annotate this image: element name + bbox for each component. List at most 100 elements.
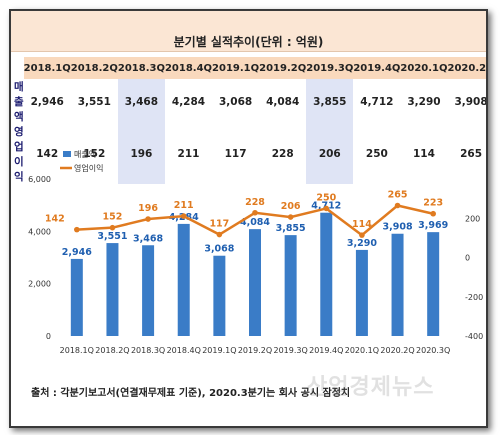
sales-data-label: 2,946 bbox=[62, 247, 92, 258]
profit-point bbox=[216, 231, 223, 238]
table-cell-sales: 3,855 bbox=[306, 79, 354, 124]
profit-data-label: 152 bbox=[103, 212, 123, 223]
y-left-tick-label: 2,000 bbox=[28, 280, 51, 289]
profit-data-label: 142 bbox=[45, 214, 65, 225]
source-note: 출처 : 각분기보고서(연결재무제표 기준), 2020.3분기는 회사 공시 … bbox=[31, 388, 351, 399]
sales-bar bbox=[355, 249, 368, 336]
profit-data-label: 114 bbox=[352, 219, 372, 230]
profit-point bbox=[287, 214, 294, 220]
x-tick-label: 2018.1Q bbox=[60, 346, 94, 355]
y-right-tick-label: -400 bbox=[465, 332, 483, 341]
table-cell-profit: 142 bbox=[36, 148, 59, 160]
sales-data-label: 3,908 bbox=[383, 222, 413, 233]
sales-data-label: 3,551 bbox=[97, 231, 127, 242]
profit-data-label: 206 bbox=[281, 201, 301, 212]
sales-bar bbox=[391, 233, 404, 336]
table-header-cell: 2018.3Q bbox=[117, 57, 165, 79]
title-row: 분기별 실적추이(단위 : 억원) bbox=[11, 11, 486, 52]
profit-point bbox=[323, 205, 330, 212]
profit-data-label: 117 bbox=[209, 219, 229, 230]
y-right-tick-label: -200 bbox=[465, 293, 483, 302]
sales-data-label: 3,969 bbox=[418, 220, 448, 231]
y-left-tick-label: 6,000 bbox=[28, 175, 51, 184]
chart-frame: 분기별 실적추이(단위 : 억원) 2018.1Q 2018.2Q 2018.3Q 2… bbox=[9, 9, 488, 428]
sales-bar bbox=[177, 223, 190, 336]
profit-point bbox=[359, 232, 365, 238]
x-tick-label: 2018.2Q bbox=[95, 346, 129, 355]
profit-point bbox=[109, 224, 116, 231]
table-header-cell: 2019.2Q bbox=[259, 57, 307, 79]
sales-data-label: 3,068 bbox=[204, 244, 234, 255]
table-corner bbox=[11, 57, 24, 79]
x-tick-label: 2019.2Q bbox=[238, 346, 272, 355]
sales-bar bbox=[142, 245, 155, 336]
sales-bar bbox=[320, 212, 333, 336]
x-tick-label: 2020.2Q bbox=[380, 346, 414, 355]
sales-bar bbox=[70, 258, 83, 336]
table-header-cell: 2020.1Q bbox=[400, 57, 448, 79]
x-tick-label: 2020.3Q bbox=[416, 346, 450, 355]
sales-bar bbox=[427, 232, 440, 336]
profit-point bbox=[180, 213, 187, 219]
table-cell-sales: 3,551 bbox=[77, 95, 111, 108]
table-cell-sales: 3,468 bbox=[117, 79, 165, 124]
table-cell-sales: 3,290 bbox=[407, 95, 441, 108]
profit-data-label: 250 bbox=[316, 192, 336, 203]
table-header-cell: 2019.1Q bbox=[212, 57, 260, 79]
table-cell-profit: 211 bbox=[177, 148, 200, 160]
table-cell-sales: 4,084 bbox=[266, 95, 300, 108]
row-label-sales: 매출액 bbox=[14, 81, 24, 123]
table-cell-profit: 250 bbox=[365, 148, 388, 160]
sales-bar bbox=[106, 243, 119, 336]
table-header-cell: 2019.3Q bbox=[306, 57, 354, 79]
x-tick-label: 2020.1Q bbox=[345, 346, 379, 355]
y-left-tick-label: 4,000 bbox=[28, 227, 51, 236]
sales-data-label: 3,290 bbox=[347, 238, 377, 249]
sales-data-label: 3,468 bbox=[133, 233, 163, 244]
watermark-logo: 산업경제뉴스 bbox=[307, 375, 435, 400]
profit-point bbox=[145, 216, 151, 222]
table-cell-sales: 4,284 bbox=[171, 95, 206, 108]
profit-data-label: 228 bbox=[245, 197, 265, 208]
table-cell-sales: 3,908 bbox=[454, 95, 488, 108]
table-header-cell: 2018.1Q bbox=[23, 57, 71, 79]
x-tick-label: 2018.4Q bbox=[167, 346, 201, 355]
chart-svg: 0 2,000 4,000 6,000 -400 -200 0 200 2,946 3,551 3,… bbox=[28, 149, 483, 355]
sales-bar bbox=[213, 255, 226, 336]
profit-point bbox=[430, 210, 436, 217]
x-tick-label: 2019.3Q bbox=[273, 346, 307, 355]
table-cell-sales: 4,712 bbox=[360, 95, 394, 108]
x-tick-label: 2019.1Q bbox=[202, 346, 236, 355]
legend-swatch-sales bbox=[63, 151, 71, 157]
profit-data-label: 265 bbox=[388, 189, 408, 200]
data-table: 2018.1Q 2018.2Q 2018.3Q 2018.4Q 2019.1Q 2019.… bbox=[11, 57, 488, 184]
table-cell-profit: 265 bbox=[460, 148, 483, 160]
y-right-tick-label: 200 bbox=[465, 214, 480, 223]
profit-data-label: 223 bbox=[423, 198, 443, 209]
legend-label-profit: 영업이익 bbox=[74, 163, 103, 173]
profit-data-label: 196 bbox=[138, 203, 158, 214]
chart-title: 분기별 실적추이(단위 : 억원) bbox=[173, 35, 324, 49]
table-cell-profit: 114 bbox=[413, 148, 435, 160]
row-label-profit: 영업이익 bbox=[14, 126, 24, 183]
y-left-tick-label: 0 bbox=[46, 332, 51, 341]
profit-point bbox=[394, 202, 401, 209]
table-header-row: 2018.1Q 2018.2Q 2018.3Q 2018.4Q 2019.1Q 2019.… bbox=[11, 57, 486, 79]
table-cell-profit: 228 bbox=[271, 148, 294, 160]
table-header-cell: 2019.4Q bbox=[353, 57, 401, 79]
legend-label-sales: 매출액 bbox=[74, 149, 96, 159]
table-cell-profit: 117 bbox=[224, 148, 247, 160]
sales-bar bbox=[284, 235, 297, 336]
profit-point bbox=[252, 209, 258, 216]
table-cell-profit: 152 bbox=[83, 148, 106, 160]
sales-data-label: 4,084 bbox=[240, 217, 270, 228]
table-cell-profit: 206 bbox=[306, 124, 354, 184]
table-cell-sales: 2,946 bbox=[30, 95, 64, 108]
table-cell-sales: 3,068 bbox=[218, 95, 253, 108]
x-tick-label: 2019.4Q bbox=[309, 346, 343, 355]
y-right-tick-label: 0 bbox=[465, 254, 470, 263]
sales-data-label: 3,855 bbox=[276, 223, 306, 234]
profit-point bbox=[74, 226, 80, 233]
table-header-cell: 2020.2Q bbox=[447, 57, 486, 79]
